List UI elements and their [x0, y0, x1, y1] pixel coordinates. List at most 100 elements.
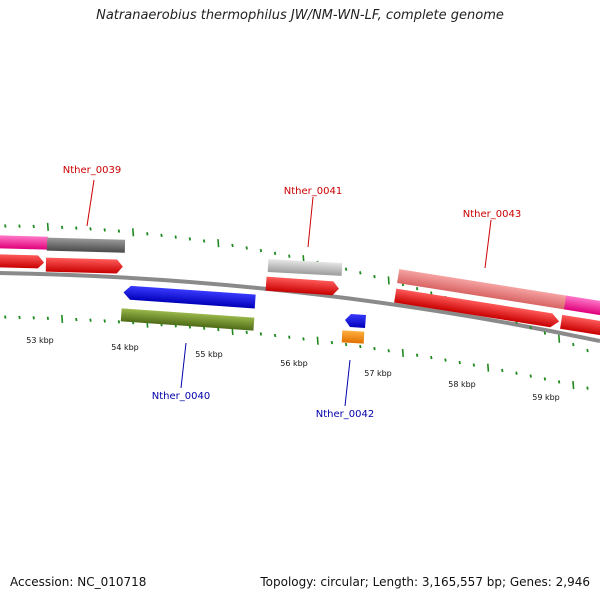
lower-tick-minor — [330, 340, 334, 345]
feature-bar-nther-0041 — [267, 259, 343, 276]
upper-tick-minor — [359, 271, 362, 275]
upper-tick-minor — [32, 224, 35, 229]
lower-tick-minor — [103, 319, 106, 323]
lower-tick-minor — [387, 349, 390, 353]
upper-tick-major — [558, 334, 561, 343]
lower-tick-minor — [472, 363, 476, 367]
upper-tick-minor — [344, 267, 348, 271]
upper-tick-minor — [4, 224, 7, 228]
lower-tick-minor — [543, 377, 547, 381]
lower-tick-minor — [302, 337, 305, 341]
lower-tick-minor — [4, 315, 7, 319]
lower-tick-major — [487, 363, 490, 372]
gene-label-nther-0043: Nther_0043 — [463, 209, 521, 220]
lower-tick-major — [401, 348, 404, 358]
gene-arrow-red-left — [0, 254, 44, 269]
lower-tick-minor — [273, 333, 277, 338]
lower-tick-minor — [415, 353, 419, 357]
upper-tick-minor — [245, 246, 248, 250]
upper-tick-minor — [75, 226, 78, 230]
lower-tick-minor — [217, 327, 220, 332]
upper-tick-major — [217, 239, 220, 248]
lower-tick-minor — [430, 355, 433, 360]
upper-tick-minor — [18, 224, 21, 228]
gene-arrow-red-right — [560, 314, 600, 337]
leader-line-nther-0043 — [484, 219, 492, 269]
upper-tick-minor — [202, 239, 206, 243]
upper-tick-major — [132, 228, 135, 237]
feature-bar-nther-0039 — [46, 237, 126, 253]
feature-bar-nther-0042 — [341, 330, 365, 344]
feature-bar-nther-0040 — [120, 308, 255, 331]
feature-bar-nther-0043 — [397, 269, 568, 310]
upper-tick-minor — [231, 243, 234, 248]
upper-tick-minor — [586, 348, 589, 353]
upper-tick-minor — [430, 291, 433, 295]
upper-tick-minor — [174, 235, 177, 239]
upper-tick-minor — [188, 237, 192, 241]
upper-tick-major — [46, 222, 49, 231]
gene-arrow-nther-0039 — [45, 257, 123, 274]
kbp-label-53: 53 kbp — [26, 336, 54, 345]
lower-tick-minor — [373, 346, 376, 351]
kbp-label-54: 54 kbp — [111, 343, 139, 352]
gene-label-nther-0041: Nther_0041 — [284, 186, 342, 197]
upper-tick-minor — [529, 325, 532, 330]
gene-arrow-nther-0043 — [394, 288, 560, 328]
lower-tick-track — [4, 314, 589, 390]
kbp-label-59: 59 kbp — [532, 393, 560, 402]
upper-tick-minor — [543, 331, 547, 335]
upper-tick-minor — [89, 227, 92, 231]
upper-tick-minor — [288, 254, 291, 258]
upper-tick-minor — [572, 342, 575, 347]
upper-tick-minor — [373, 274, 376, 279]
upper-tick-minor — [160, 233, 163, 238]
lower-tick-minor — [444, 358, 447, 362]
leader-line-nther-0040 — [180, 342, 187, 389]
lower-tick-minor — [32, 316, 35, 320]
lower-tick-minor — [202, 326, 206, 330]
gene-label-nther-0039: Nther_0039 — [63, 165, 121, 176]
lower-tick-minor — [89, 318, 92, 322]
lower-tick-minor — [529, 374, 532, 378]
gene-arrow-nther-0042 — [345, 314, 366, 328]
gene-arrow-nther-0040 — [123, 285, 256, 309]
lower-tick-minor — [458, 360, 461, 365]
lower-tick-minor — [46, 316, 50, 321]
lower-tick-minor — [288, 335, 291, 339]
kbp-label-58: 58 kbp — [448, 380, 476, 389]
lower-tick-minor — [344, 342, 348, 347]
lower-tick-minor — [18, 315, 21, 320]
upper-tick-minor — [146, 232, 149, 236]
kbp-label-55: 55 kbp — [195, 350, 223, 359]
accession-text: Accession: NC_010718 — [10, 575, 147, 589]
upper-tick-minor — [259, 248, 263, 253]
feature-bar-pink-left — [0, 235, 49, 250]
map-title: Natranaerobius thermophilus JW/NM-WN-LF,… — [96, 8, 504, 23]
lower-tick-minor — [245, 330, 248, 335]
lower-tick-major — [61, 314, 64, 323]
lower-tick-minor — [557, 380, 561, 384]
lower-tick-major — [572, 380, 575, 390]
upper-tick-minor — [415, 287, 419, 291]
gene-label-nther-0040: Nther_0040 — [152, 391, 210, 402]
upper-tick-minor — [273, 251, 277, 255]
kbp-label-56: 56 kbp — [280, 359, 308, 368]
lower-tick-minor — [259, 332, 263, 336]
upper-tick-minor — [117, 229, 121, 233]
leader-line-nther-0039 — [86, 179, 95, 227]
lower-tick-minor — [75, 317, 78, 322]
gene-label-nther-0042: Nther_0042 — [316, 409, 374, 420]
upper-tick-major — [387, 276, 390, 285]
lower-tick-minor — [117, 320, 121, 324]
leader-line-nther-0042 — [344, 359, 351, 407]
lower-tick-major — [316, 336, 319, 345]
feature-bar-pink-right — [564, 295, 600, 318]
upper-tick-minor — [60, 225, 64, 230]
lower-tick-minor — [515, 371, 518, 375]
gene-arrow-nther-0041 — [265, 276, 339, 296]
lower-tick-minor — [586, 386, 589, 390]
lower-tick-minor — [501, 368, 504, 373]
upper-tick-minor — [103, 228, 106, 232]
